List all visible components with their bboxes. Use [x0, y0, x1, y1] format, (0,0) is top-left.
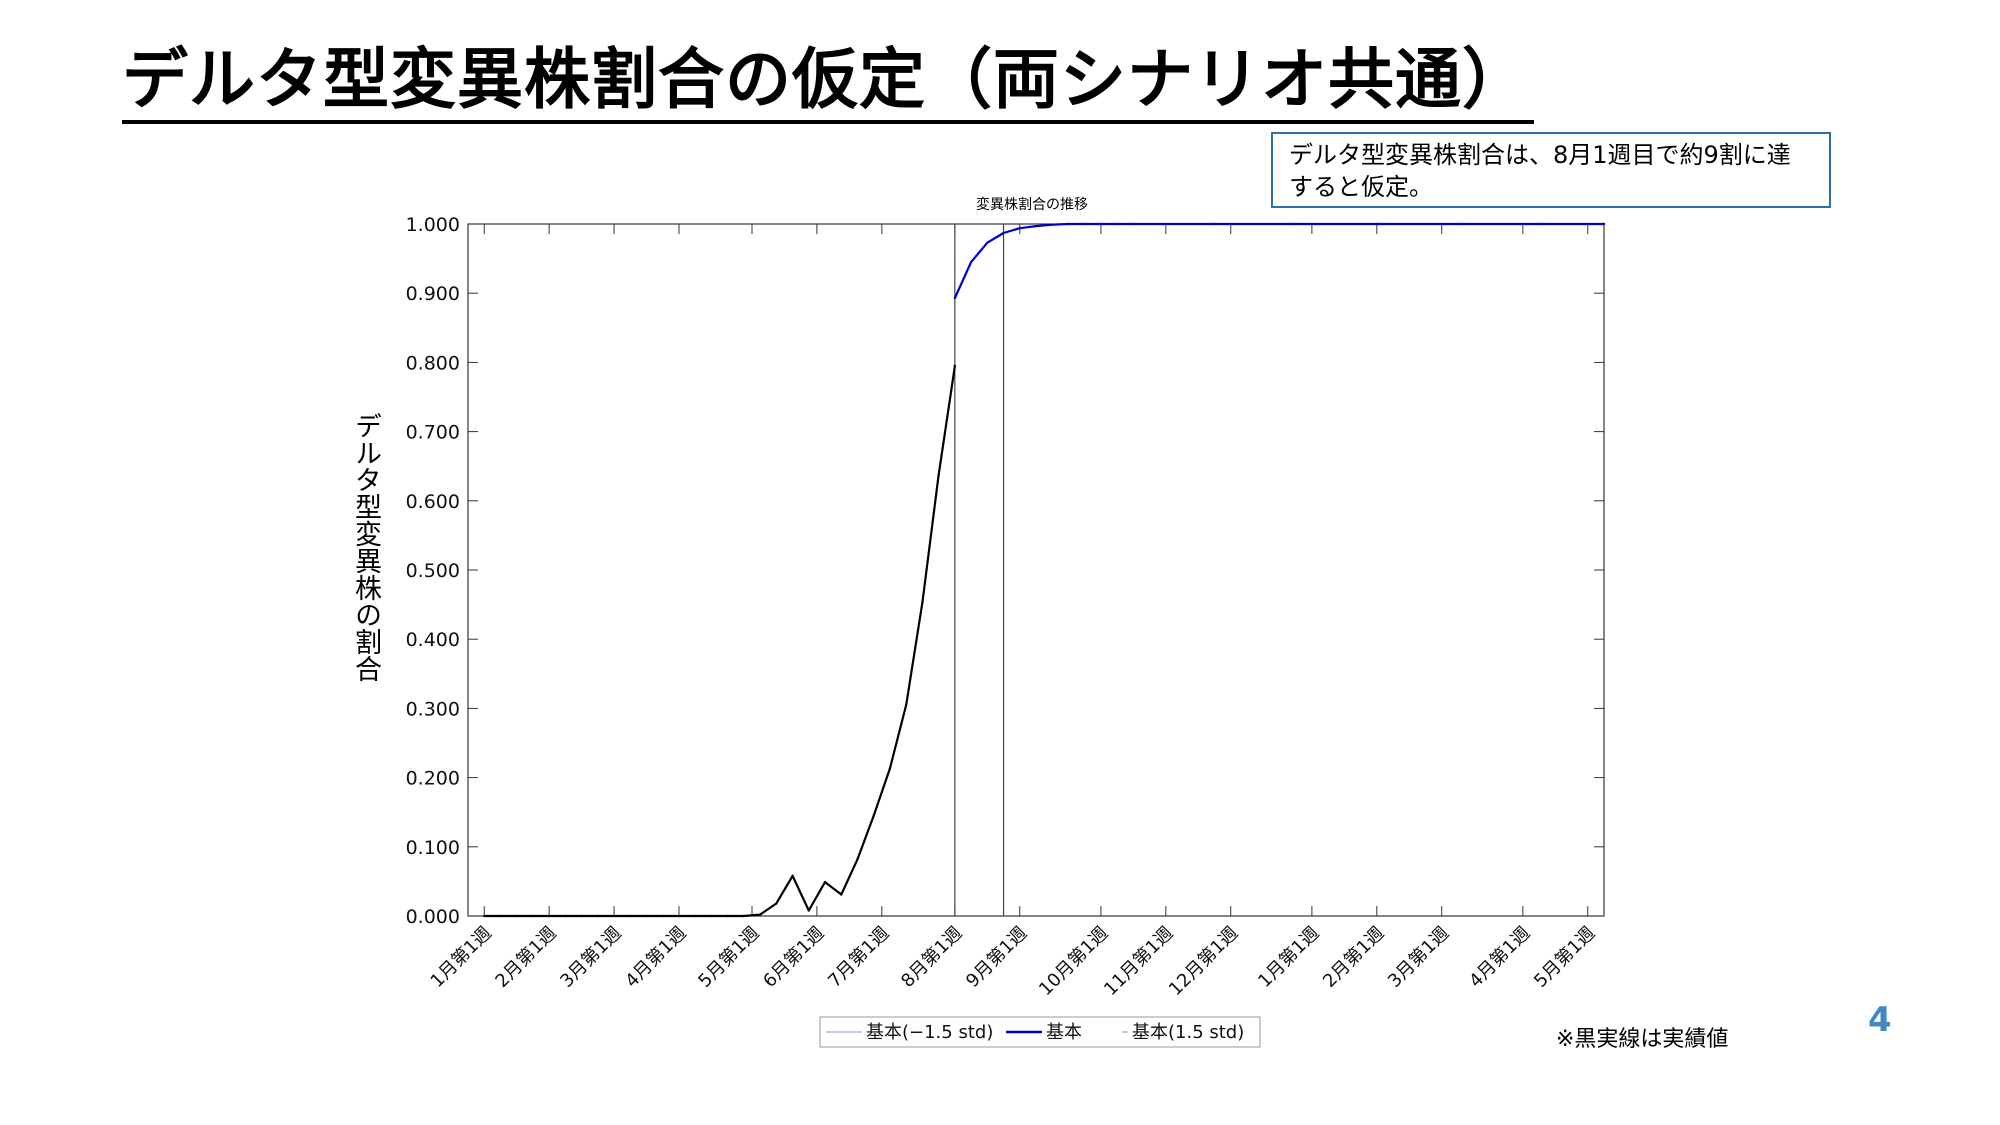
- data-point: [1051, 223, 1054, 226]
- y-tick-label: 0.100: [406, 837, 460, 859]
- data-point: [1115, 222, 1119, 226]
- data-point: [645, 914, 648, 918]
- x-tick-label: 5月第1週: [694, 923, 763, 992]
- data-point: [515, 914, 518, 918]
- data-point: [904, 703, 908, 707]
- y-tick-label: 1.000: [406, 214, 460, 236]
- data-point: [677, 914, 681, 918]
- x-tick-label: 8月第1週: [897, 923, 966, 992]
- data-point: [596, 914, 600, 918]
- chart-title: 変異株割合の推移: [976, 196, 1088, 213]
- y-axis-label: デルタ型変異株の割合: [350, 412, 381, 682]
- data-point: [1002, 231, 1005, 235]
- data-point: [531, 914, 535, 918]
- data-point: [694, 914, 697, 918]
- data-point: [1099, 222, 1103, 226]
- legend-label: 基本(1.5 std): [1132, 1022, 1244, 1043]
- data-point: [1067, 222, 1070, 226]
- x-tick-label: 11月第1週: [1100, 923, 1177, 1000]
- data-point: [1083, 222, 1086, 226]
- x-tick-label: 2月第1週: [491, 923, 560, 992]
- series-line-base: [953, 222, 1604, 299]
- data-point: [661, 914, 664, 918]
- x-tick-label: 10月第1週: [1035, 923, 1112, 1000]
- x-tick-label: 4月第1週: [621, 923, 690, 992]
- data-point: [1602, 222, 1606, 226]
- x-tick-label: 9月第1週: [962, 923, 1031, 992]
- data-point: [726, 914, 729, 918]
- y-tick-label: 0.300: [406, 698, 460, 720]
- x-tick-label: 6月第1週: [759, 923, 828, 992]
- y-tick-label: 0.400: [406, 629, 460, 651]
- x-tick-label: 3月第1週: [556, 923, 625, 992]
- data-point: [921, 601, 924, 604]
- data-point: [483, 914, 486, 918]
- data-point: [499, 914, 502, 918]
- x-tick-label: 1月第1週: [1254, 923, 1323, 992]
- data-point: [1034, 224, 1038, 228]
- data-point: [807, 909, 810, 912]
- x-tick-label: 4月第1週: [1465, 923, 1534, 992]
- y-tick-label: 0.700: [406, 422, 460, 444]
- data-point: [710, 914, 713, 918]
- y-tick-label: 0.000: [406, 906, 460, 928]
- data-point: [840, 893, 843, 896]
- plot-area: 0.000 0.100 0.200 0.300 0.400 0.500 0.600 0.700…: [406, 214, 1606, 1000]
- legend: 基本(−1.5 std) 基本 基本(1.5 std): [819, 1016, 1261, 1048]
- x-tick-label: 1月第1週: [427, 923, 496, 992]
- page-number: 4: [1868, 1000, 1892, 1040]
- legend-label: 基本(−1.5 std): [866, 1022, 993, 1043]
- x-tick-label: 3月第1週: [1384, 923, 1453, 992]
- data-point: [888, 767, 892, 770]
- y-tick-label: 0.900: [406, 283, 460, 305]
- x-tick-label: 7月第1週: [824, 923, 893, 992]
- data-point: [775, 902, 778, 905]
- plot-frame: [467, 223, 1605, 917]
- data-point: [1375, 222, 1379, 226]
- footnote: ※黒実線は実績値: [1556, 1027, 1729, 1052]
- x-tick-label: 5月第1週: [1530, 923, 1599, 992]
- data-point: [937, 473, 940, 477]
- data-point: [953, 296, 957, 300]
- series-line-actual: [484, 365, 956, 918]
- data-point: [1456, 222, 1460, 226]
- data-point: [1294, 222, 1297, 226]
- data-point: [1132, 222, 1135, 226]
- x-tick-label: 2月第1週: [1319, 923, 1388, 992]
- data-point: [1213, 222, 1216, 226]
- data-point: [742, 914, 746, 918]
- assumption-note: デルタ型変異株割合は、8月1週目で約9割に達すると仮定。: [1271, 132, 1831, 208]
- data-point: [986, 241, 989, 244]
- data-point: [564, 914, 567, 918]
- data-point: [547, 914, 551, 918]
- data-point: [823, 880, 827, 884]
- legend-label: 基本: [1046, 1022, 1082, 1043]
- slide-title: デルタ型変異株割合の仮定（両シナリオ共通）: [122, 41, 1529, 118]
- data-point: [953, 364, 957, 368]
- data-point: [856, 858, 859, 861]
- data-point: [758, 913, 762, 916]
- y-tick-label: 0.200: [406, 768, 460, 790]
- data-point: [580, 914, 583, 918]
- title-underline: [122, 120, 1534, 124]
- data-point: [629, 914, 632, 918]
- y-tick-label: 0.800: [406, 352, 460, 374]
- data-point: [791, 874, 794, 878]
- data-point: [1537, 222, 1541, 226]
- data-point: [612, 914, 616, 918]
- data-point: [969, 260, 973, 264]
- x-tick-label: 12月第1週: [1165, 923, 1242, 1000]
- data-point: [1018, 226, 1021, 230]
- y-tick-label: 0.600: [406, 491, 460, 513]
- data-point: [872, 814, 875, 817]
- y-tick-label: 0.500: [406, 560, 460, 582]
